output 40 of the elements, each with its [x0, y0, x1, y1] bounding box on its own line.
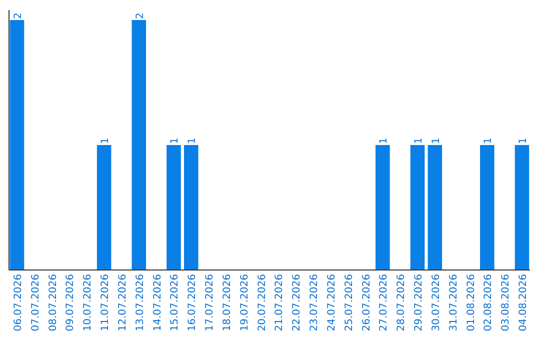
data-label: 2 [134, 12, 146, 19]
data-label: 1 [430, 138, 442, 144]
x-tick-label: 18.07.2026 [222, 274, 233, 332]
x-tick-label: 19.07.2026 [239, 274, 250, 332]
x-tick-label: 02.08.2026 [483, 274, 494, 332]
data-label: 2 [13, 12, 24, 19]
x-tick-label: 29.07.2026 [414, 274, 425, 332]
x-tick-label: 01.08.2026 [466, 274, 477, 332]
x-tick-label: 27.07.2026 [378, 274, 390, 332]
x-tick-label: 03.08.2026 [500, 274, 512, 332]
x-tick-label: 17.07.2026 [204, 274, 216, 332]
x-tick-label: 04.08.2026 [518, 274, 529, 332]
x-tick-label: 24.07.2026 [326, 274, 338, 332]
x-tick-label: 20.07.2026 [256, 274, 268, 332]
x-tick-label: 21.07.2026 [274, 274, 286, 332]
data-label: 1 [187, 138, 198, 144]
data-label: 1 [378, 138, 390, 144]
x-tick-label: 31.07.2026 [448, 274, 460, 332]
x-tick-label: 06.07.2026 [13, 274, 24, 332]
x-tick-label: 14.07.2026 [152, 274, 164, 332]
x-tick-label: 16.07.2026 [187, 274, 198, 332]
x-tick-label: 25.07.2026 [344, 274, 355, 332]
x-tick-label: 26.07.2026 [361, 274, 372, 332]
x-tick-label: 13.07.2026 [134, 274, 146, 332]
x-tick-label: 30.07.2026 [430, 274, 442, 332]
x-tick-label: 12.07.2026 [117, 274, 128, 332]
x-tick-label: 15.07.2026 [170, 274, 181, 332]
data-label: 1 [170, 138, 181, 144]
x-tick-label: 22.07.2026 [292, 274, 303, 332]
data-label: 1 [483, 138, 494, 144]
data-label: 1 [518, 138, 529, 144]
x-tick-label: 10.07.2026 [82, 274, 94, 332]
x-tick-label: 07.07.2026 [30, 274, 42, 332]
x-tick-label: 11.07.2026 [100, 274, 112, 332]
x-tick-label: 08.07.2026 [48, 274, 59, 332]
x-tick-label: 28.07.2026 [396, 274, 408, 332]
data-label: 1 [100, 138, 112, 144]
x-tick-label: 09.07.2026 [65, 274, 76, 332]
data-label: 1 [414, 138, 425, 144]
x-tick-label: 23.07.2026 [309, 274, 320, 332]
